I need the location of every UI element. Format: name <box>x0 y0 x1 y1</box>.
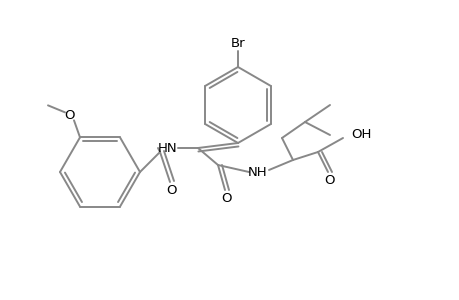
Text: O: O <box>324 175 335 188</box>
Text: HN: HN <box>158 142 178 154</box>
Text: NH: NH <box>248 166 267 178</box>
Text: Br: Br <box>230 37 245 50</box>
Text: O: O <box>65 109 75 122</box>
Text: OH: OH <box>350 128 370 140</box>
Text: O: O <box>166 184 177 197</box>
Text: O: O <box>221 193 232 206</box>
